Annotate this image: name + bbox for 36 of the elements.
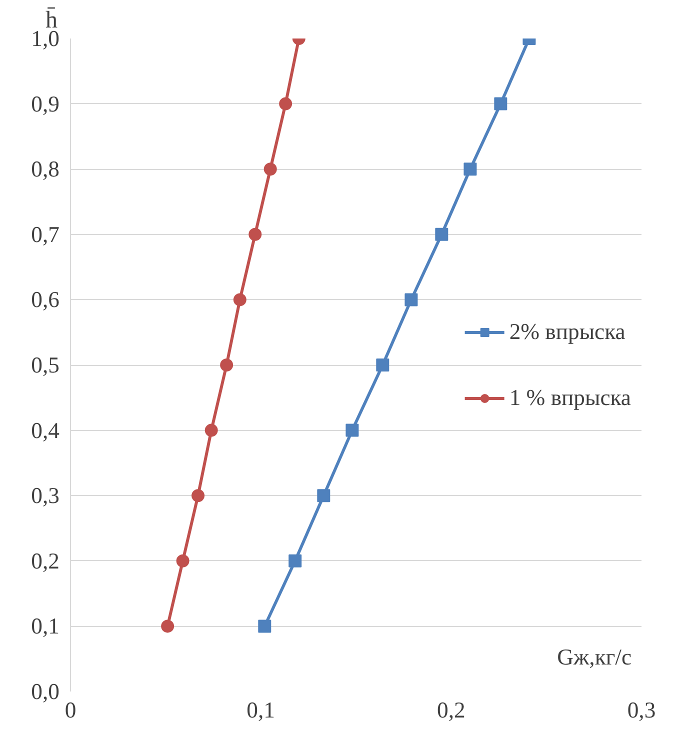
- point: [233, 293, 246, 306]
- point: [464, 162, 477, 176]
- y-tick-label: 0,3: [31, 483, 60, 508]
- point: [288, 554, 302, 568]
- legend-label: 2% впрыска: [509, 318, 626, 344]
- y-tick-label: 0,6: [31, 287, 60, 312]
- x-tick-label: 0: [64, 698, 76, 722]
- y-tick-label: 0,2: [31, 548, 60, 574]
- y-tick-label: 0,5: [31, 352, 60, 378]
- point: [204, 424, 218, 437]
- point: [192, 489, 205, 502]
- y-tick-label: 0,9: [31, 91, 60, 116]
- point: [220, 358, 234, 372]
- point: [494, 97, 508, 110]
- y-tick-label: 0,7: [31, 222, 60, 247]
- point: [176, 554, 190, 568]
- point: [346, 424, 359, 437]
- x-tick-label: 0,3: [627, 698, 656, 722]
- point: [161, 620, 174, 633]
- point: [248, 228, 262, 241]
- y-tick-label: 1,0: [31, 26, 60, 51]
- point: [279, 97, 292, 110]
- x-axis-title: Gж,кг/с: [557, 644, 632, 670]
- point: [435, 228, 448, 241]
- point: [404, 293, 418, 306]
- y-tick-label: 0,4: [31, 418, 60, 443]
- x-tick-label: 0,2: [437, 698, 466, 722]
- x-tick-label: 0,1: [246, 698, 275, 722]
- y-tick-label: 0,8: [31, 156, 60, 182]
- point: [317, 489, 330, 502]
- y-tick-label: 0,0: [31, 679, 60, 704]
- point: [264, 162, 277, 176]
- point: [376, 358, 390, 372]
- legend-label: 1 % впрыска: [509, 384, 631, 410]
- point: [258, 620, 272, 633]
- y-tick-label: 0,1: [31, 614, 60, 639]
